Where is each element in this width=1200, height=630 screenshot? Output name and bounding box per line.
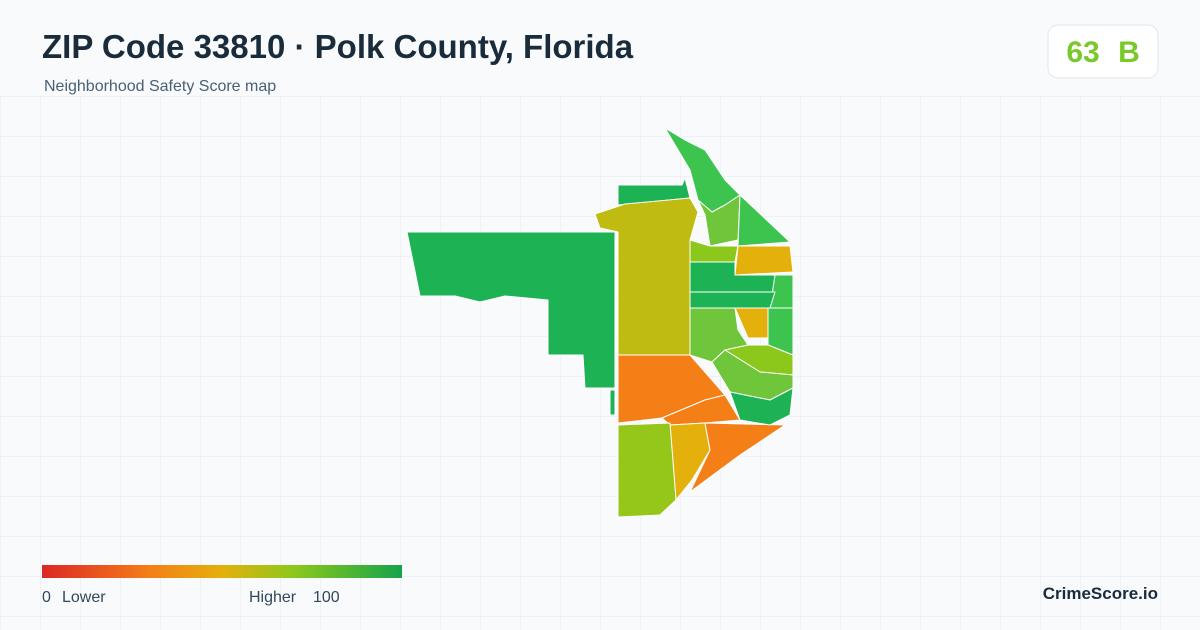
title: ZIP Code 33810 · Polk County, Florida xyxy=(42,28,634,65)
map-area xyxy=(609,389,616,416)
legend-min-label: Lower xyxy=(62,589,106,606)
map-area xyxy=(734,245,794,276)
header-background xyxy=(0,0,1200,96)
legend-max-label: Higher xyxy=(249,589,297,606)
map-area xyxy=(406,231,616,389)
map-area xyxy=(689,239,739,263)
legend-scale xyxy=(42,565,402,578)
map-area xyxy=(689,291,776,309)
map-area xyxy=(737,194,791,247)
brand: CrimeScore.io xyxy=(1043,584,1158,603)
map-area xyxy=(617,177,691,206)
map-area xyxy=(729,387,794,426)
score-grade: B xyxy=(1118,36,1140,69)
subtitle: Neighborhood Safety Score map xyxy=(44,78,276,95)
score-badge xyxy=(1047,24,1159,79)
legend-max: 100 xyxy=(313,589,340,606)
map-area xyxy=(617,422,677,518)
score-value: 63 xyxy=(1066,36,1099,69)
legend-min: 0 xyxy=(42,589,51,606)
map xyxy=(406,127,794,518)
